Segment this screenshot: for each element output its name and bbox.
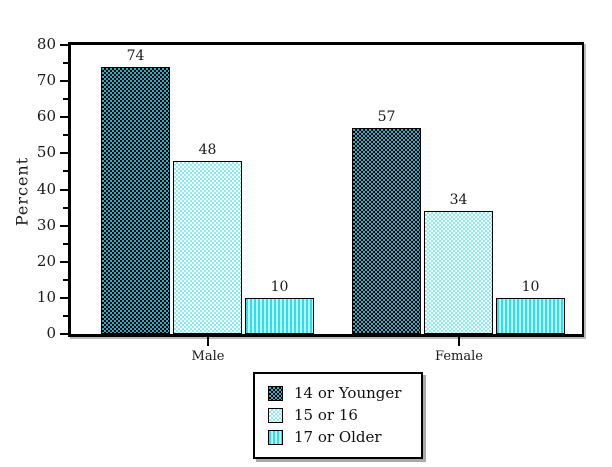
legend-swatch-dark-crosshatch-icon — [268, 385, 283, 401]
y-tick-label: 80 — [36, 35, 56, 53]
bar-male-dark-crosshatch — [101, 67, 170, 334]
y-minor-tick — [63, 134, 69, 136]
y-major-tick — [60, 152, 69, 154]
y-minor-tick — [63, 170, 69, 172]
y-tick-label: 30 — [36, 216, 56, 234]
y-major-tick — [60, 189, 69, 191]
plot-area: 74 48 10 57 34 10 — [68, 42, 584, 337]
legend-swatch-light-crosshatch-icon — [268, 407, 283, 423]
y-major-tick — [60, 116, 69, 118]
bar-value-label: 10 — [270, 279, 289, 295]
y-tick-label: 0 — [46, 324, 56, 342]
legend-item: 14 or Younger — [268, 382, 411, 404]
y-tick-label: 60 — [36, 107, 56, 125]
y-minor-tick — [63, 243, 69, 245]
y-major-tick — [60, 225, 69, 227]
y-major-tick — [60, 44, 69, 46]
y-major-tick — [60, 333, 69, 335]
legend-label: 15 or 16 — [294, 406, 358, 424]
y-tick-label: 10 — [36, 288, 56, 306]
y-major-tick — [60, 261, 69, 263]
bar-value-label: 48 — [198, 142, 217, 158]
legend-item: 15 or 16 — [268, 404, 411, 426]
y-tick-label: 50 — [36, 143, 56, 161]
y-minor-tick — [63, 279, 69, 281]
y-minor-tick — [63, 207, 69, 209]
x-category-label: Female — [435, 349, 483, 364]
bar-female-vertical-stripes — [496, 298, 565, 334]
x-tick — [207, 337, 209, 346]
y-tick-label: 20 — [36, 252, 56, 270]
bar-male-vertical-stripes — [245, 298, 314, 334]
y-tick-label: 70 — [36, 71, 56, 89]
legend-swatch-vertical-stripes-icon — [268, 429, 283, 445]
x-category-label: Male — [191, 349, 225, 364]
bar-female-dark-crosshatch — [352, 128, 421, 334]
legend-label: 17 or Older — [294, 428, 382, 446]
y-major-tick — [60, 80, 69, 82]
bar-value-label: 57 — [377, 109, 396, 125]
legend-label: 14 or Younger — [294, 384, 402, 402]
y-minor-tick — [63, 62, 69, 64]
bar-male-light-crosshatch — [173, 161, 242, 334]
bar-value-label: 34 — [449, 192, 468, 208]
legend: 14 or Younger 15 or 16 17 or Older — [253, 372, 423, 459]
bar-value-label: 74 — [126, 48, 145, 64]
y-tick-label: 40 — [36, 180, 56, 198]
y-minor-tick — [63, 315, 69, 317]
x-tick — [458, 337, 460, 346]
y-major-tick — [60, 297, 69, 299]
bar-female-light-crosshatch — [424, 211, 493, 334]
y-minor-tick — [63, 98, 69, 100]
bar-value-label: 10 — [521, 279, 540, 295]
legend-item: 17 or Older — [268, 426, 411, 448]
